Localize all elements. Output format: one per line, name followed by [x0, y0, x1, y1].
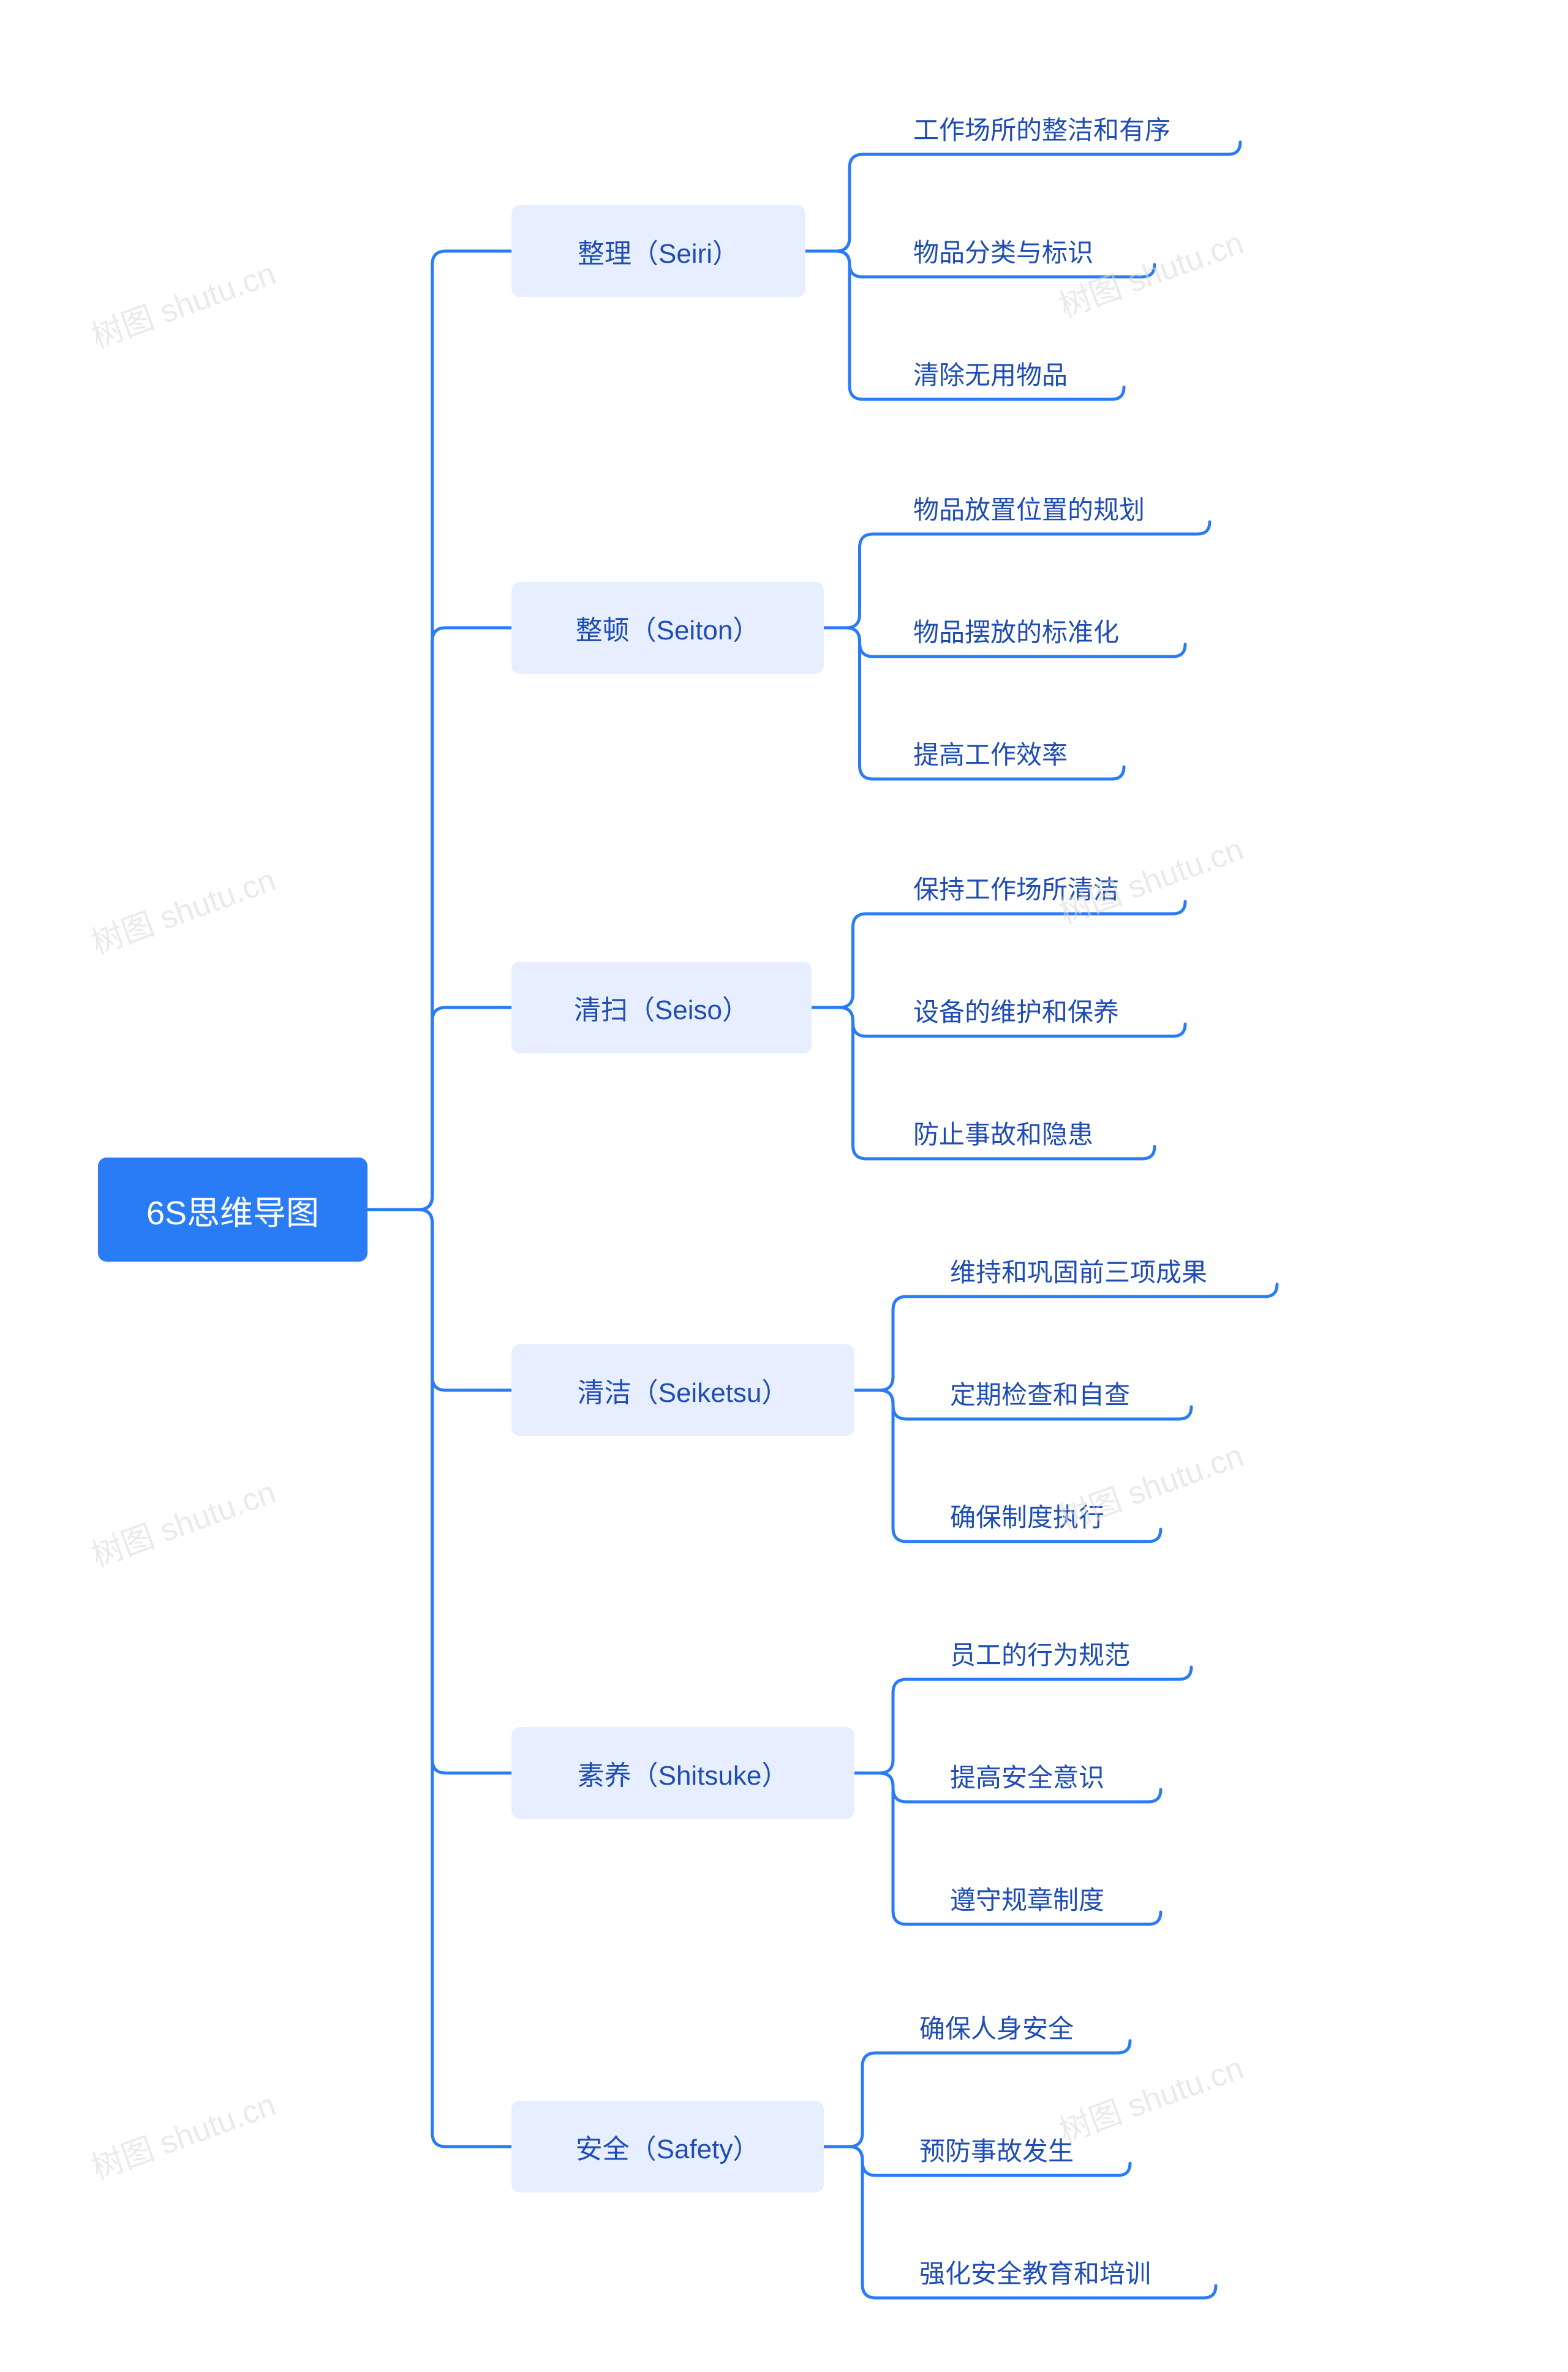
mindmap-canvas: 6S思维导图 整理（Seiri） 工作场所的整洁和有序物品分类与标识清除无用物品整顿… [0, 0, 1568, 2372]
leaf-node-1-1-label: 物品摆放的标准化 [913, 612, 1119, 649]
leaf-node-3-2: 确保制度执行 [946, 1491, 1148, 1539]
leaf-node-4-2-label: 遵守规章制度 [950, 1880, 1104, 1917]
leaf-node-5-2-label: 强化安全教育和培训 [919, 2253, 1151, 2291]
leaf-node-5-2: 强化安全教育和培训 [916, 2248, 1204, 2295]
branch-node-0-label: 整理（Seiri） [578, 232, 739, 271]
leaf-node-4-1-label: 提高安全意识 [950, 1757, 1104, 1794]
leaf-node-5-1: 预防事故发生 [916, 2125, 1118, 2173]
branch-node-3-label: 清洁（Seiketsu） [578, 1371, 789, 1410]
leaf-node-0-2-label: 清除无用物品 [913, 355, 1068, 392]
leaf-node-1-0: 物品放置位置的规划 [910, 484, 1197, 532]
leaf-node-2-1: 设备的维护和保养 [910, 986, 1173, 1034]
leaf-node-5-1-label: 预防事故发生 [919, 2131, 1074, 2168]
leaf-node-4-2: 遵守规章制度 [946, 1874, 1148, 1922]
branch-node-2: 清扫（Seiso） [511, 962, 812, 1053]
branch-node-1-label: 整顿（Seiton） [576, 608, 760, 647]
leaf-node-5-0-label: 确保人身安全 [919, 2008, 1074, 2046]
leaf-node-0-1: 物品分类与标识 [910, 227, 1142, 274]
leaf-node-2-1-label: 设备的维护和保养 [913, 992, 1119, 1029]
leaf-node-5-0: 确保人身安全 [916, 2003, 1118, 2050]
leaf-node-0-1-label: 物品分类与标识 [913, 232, 1093, 269]
branch-node-4: 素养（Shitsuke） [511, 1727, 854, 1819]
leaf-node-3-0: 维持和巩固前三项成果 [946, 1246, 1265, 1294]
leaf-node-2-2: 防止事故和隐患 [910, 1109, 1142, 1156]
root-node-label: 6S思维导图 [146, 1186, 319, 1234]
leaf-node-1-2-label: 提高工作效率 [913, 734, 1068, 772]
leaf-node-3-1-label: 定期检查和自查 [950, 1374, 1130, 1412]
root-node: 6S思维导图 [98, 1158, 368, 1262]
branch-node-2-label: 清扫（Seiso） [574, 988, 749, 1027]
leaf-node-2-0: 保持工作场所清洁 [910, 864, 1173, 911]
leaf-node-4-0: 员工的行为规范 [946, 1629, 1179, 1677]
leaf-node-0-0: 工作场所的整洁和有序 [910, 104, 1228, 152]
leaf-node-0-0-label: 工作场所的整洁和有序 [913, 110, 1170, 147]
leaf-node-1-2: 提高工作效率 [910, 729, 1112, 777]
leaf-node-0-2: 清除无用物品 [910, 349, 1112, 397]
leaf-node-2-2-label: 防止事故和隐患 [913, 1114, 1093, 1151]
leaf-node-4-0-label: 员工的行为规范 [950, 1635, 1130, 1672]
leaf-node-3-2-label: 确保制度执行 [950, 1497, 1104, 1534]
branch-node-5-label: 安全（Safety） [576, 2127, 760, 2166]
leaf-node-4-1: 提高安全意识 [946, 1752, 1148, 1799]
leaf-node-2-0-label: 保持工作场所清洁 [913, 869, 1119, 906]
branch-node-0: 整理（Seiri） [511, 205, 805, 297]
branch-node-5: 安全（Safety） [511, 2101, 824, 2193]
leaf-node-1-1: 物品摆放的标准化 [910, 606, 1173, 654]
leaf-node-1-0-label: 物品放置位置的规划 [913, 489, 1145, 527]
branch-node-4-label: 素养（Shitsuke） [578, 1753, 789, 1793]
branch-node-3: 清洁（Seiketsu） [511, 1344, 854, 1436]
leaf-node-3-0-label: 维持和巩固前三项成果 [950, 1252, 1207, 1289]
leaf-node-3-1: 定期检查和自查 [946, 1369, 1179, 1417]
branch-node-1: 整顿（Seiton） [511, 582, 824, 674]
